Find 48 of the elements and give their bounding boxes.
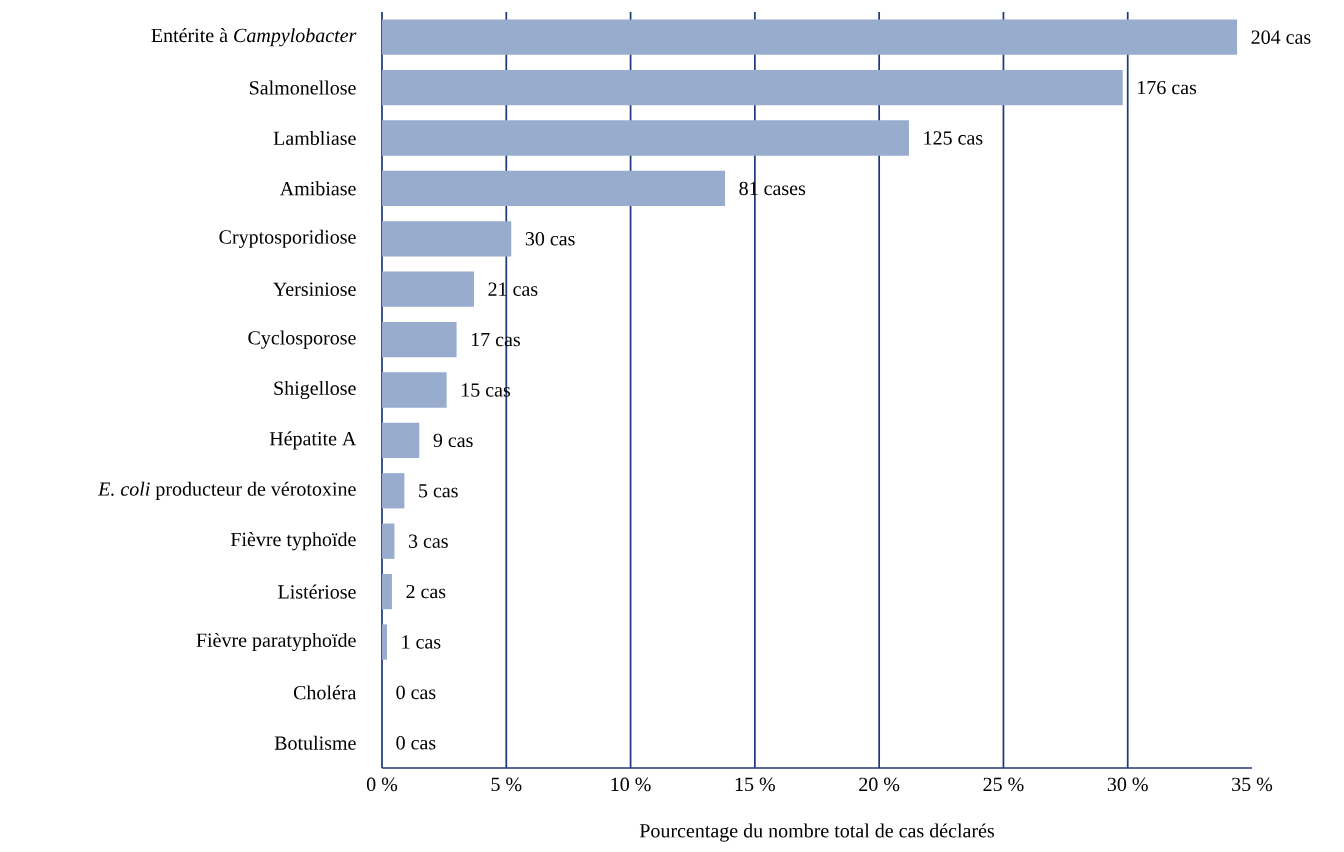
bar xyxy=(382,321,457,358)
annotation: 204 cas xyxy=(1251,30,1311,44)
bar xyxy=(382,624,387,660)
annotation: 0 cas xyxy=(396,736,436,750)
x-tick-label: 5 % xyxy=(491,777,522,792)
annotation: 125 cas xyxy=(924,131,983,145)
x-tick-label: 0 % xyxy=(366,777,398,792)
annotation: 176 cas xyxy=(1138,80,1197,95)
annotation: 9 cas xyxy=(433,433,473,448)
x-tick-label: 25 % xyxy=(983,777,1024,792)
y-tick-label: Listériose xyxy=(278,584,356,599)
y-tick-label: Hépatite A xyxy=(269,431,357,450)
y-tick-label: Salmonellose xyxy=(249,80,356,95)
y-tick-label: Shigellose xyxy=(274,380,356,400)
bar xyxy=(382,170,726,207)
x-tick-label: 15 % xyxy=(735,777,775,792)
bar xyxy=(382,69,1123,106)
y-tick-label: Amibiase xyxy=(279,181,356,196)
annotation: 5 cas xyxy=(419,484,458,498)
bar xyxy=(382,221,512,257)
bar xyxy=(382,523,395,559)
bar xyxy=(382,573,392,610)
annotation: 3 cas xyxy=(409,534,448,548)
x-tick-label: 30 % xyxy=(1107,777,1148,792)
y-tick-label: Entérite à Campylobacter xyxy=(151,28,357,47)
y-tick-label: Cryptosporidiose xyxy=(219,229,356,248)
x-tick-label: 20 % xyxy=(859,777,900,792)
y-tick-label: Choléra xyxy=(293,685,357,700)
annotation: 30 cas xyxy=(525,232,575,246)
y-tick-label: Botulisme xyxy=(274,735,356,750)
bar xyxy=(382,372,447,408)
y-tick-label: Fièvre paratyphoïde xyxy=(196,632,356,652)
bar xyxy=(382,19,1238,55)
annotation: 0 cas xyxy=(396,685,436,700)
y-tick-label: Lambliase xyxy=(273,130,356,146)
x-tick-label: 35 % xyxy=(1232,777,1273,792)
bar xyxy=(382,422,420,459)
bar xyxy=(382,271,474,307)
y-tick-label: Cyclosporose xyxy=(248,330,356,349)
y-tick-label: E. coli producteur de vérotoxine xyxy=(97,481,356,500)
x-tick-label: 10 % xyxy=(611,777,651,792)
bar xyxy=(382,120,909,156)
y-tick-label: Yersiniose xyxy=(273,282,356,296)
x-axis-title: Pourcentage du nombre total de cas déclarés xyxy=(639,823,994,842)
annotation: 1 cas xyxy=(402,635,441,649)
y-tick-label: Fièvre typhoïde xyxy=(230,532,356,551)
annotation: 2 cas xyxy=(406,584,446,599)
bar xyxy=(382,473,405,509)
